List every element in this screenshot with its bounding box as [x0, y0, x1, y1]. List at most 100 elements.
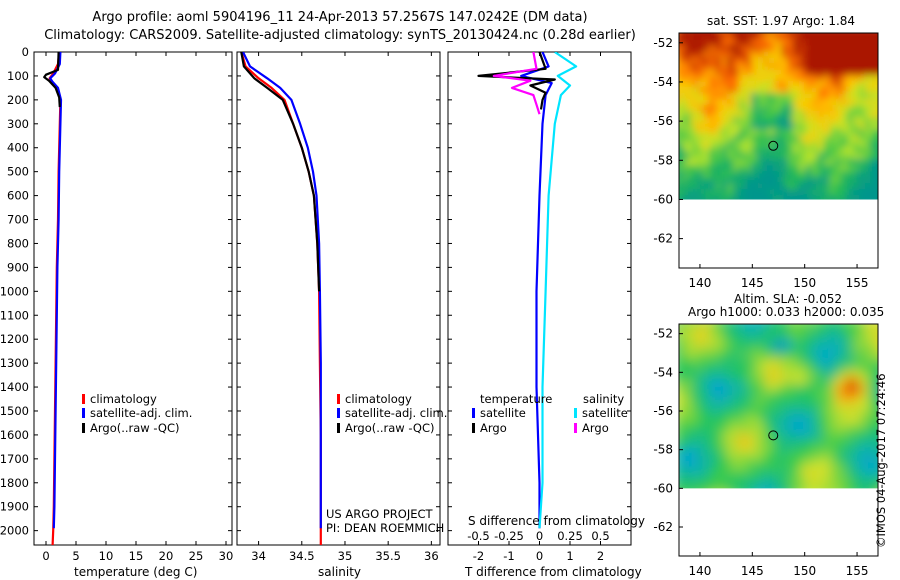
- sst-heatmap-cell: [799, 99, 806, 106]
- sst-heatmap-cell: [709, 129, 716, 136]
- sst-heatmap-cell: [739, 195, 746, 200]
- sla-heatmap-cell: [865, 384, 872, 391]
- sst-heatmap-cell: [769, 105, 776, 112]
- sst-heatmap-cell: [811, 147, 818, 154]
- sla-heatmap-cell: [727, 486, 734, 489]
- sla-heatmap-cell: [775, 456, 782, 463]
- sst-heatmap-cell: [733, 135, 740, 142]
- sla-heatmap-cell: [859, 414, 866, 421]
- sst-heatmap-cell: [817, 141, 824, 148]
- sla-heatmap-cell: [757, 492, 764, 499]
- sla-heatmap-cell: [691, 420, 698, 427]
- sla-heatmap-cell: [697, 468, 704, 475]
- sst-heatmap-cell: [835, 99, 842, 106]
- sla-heatmap-cell: [853, 480, 860, 487]
- sla-heatmap-cell: [811, 432, 818, 439]
- sla-heatmap-cell: [805, 408, 812, 415]
- sla-heatmap-cell: [715, 402, 722, 409]
- sst-heatmap-cell: [685, 105, 692, 112]
- sst-heatmap-cell: [835, 69, 842, 76]
- sal-plot-frame: [236, 51, 441, 546]
- sla-heatmap-cell: [829, 468, 836, 475]
- sst-heatmap-cell: [793, 201, 800, 208]
- sla-heatmap-cell: [697, 492, 704, 499]
- sla-heatmap-cell: [685, 342, 692, 349]
- sst-heatmap-cell: [691, 63, 698, 70]
- sst-heatmap-cell: [685, 159, 692, 166]
- sst-heatmap-cell: [841, 45, 848, 52]
- sla-heatmap-cell: [679, 492, 686, 499]
- sst-heatmap-cell: [799, 33, 806, 40]
- sst-heatmap-cell: [811, 51, 818, 58]
- sla-heatmap-cell: [697, 372, 704, 379]
- sst-heatmap-cell: [847, 57, 854, 64]
- temp-xtick-label: 10: [99, 549, 114, 563]
- sst-heatmap-cell: [697, 57, 704, 64]
- sst-heatmap-cell: [811, 195, 818, 200]
- sst-heatmap-cell: [829, 39, 836, 46]
- sla-heatmap-cell: [763, 426, 770, 433]
- sla-heatmap-cell: [727, 462, 734, 469]
- sst-heatmap-cell: [805, 189, 812, 196]
- sst-heatmap-cell: [721, 147, 728, 154]
- sla-heatmap-cell: [853, 390, 860, 397]
- sla-heatmap-cell: [763, 354, 770, 361]
- sst-heatmap-cell: [715, 87, 722, 94]
- sst-heatmap-cell: [733, 33, 740, 40]
- sla-heatmap-cell: [691, 330, 698, 337]
- sst-heatmap-cell: [865, 141, 872, 148]
- sla-heatmap-cell: [799, 366, 806, 373]
- sst-heatmap-cell: [697, 63, 704, 70]
- sla-heatmap-cell: [721, 324, 728, 331]
- sla-heatmap-cell: [745, 342, 752, 349]
- sst-heatmap-cell: [847, 147, 854, 154]
- sla-heatmap-cell: [709, 402, 716, 409]
- sst-heatmap-cell: [787, 117, 794, 124]
- sst-heatmap-cell: [727, 51, 734, 58]
- sst-heatmap-cell: [793, 81, 800, 88]
- sst-heatmap-cell: [859, 87, 866, 94]
- sla-heatmap-cell: [697, 390, 704, 397]
- sla-heatmap-cell: [691, 390, 698, 397]
- sla-heatmap-cell: [781, 366, 788, 373]
- sst-heatmap-cell: [745, 33, 752, 40]
- sla-heatmap-cell: [811, 462, 818, 469]
- sst-heatmap-cell: [757, 39, 764, 46]
- sst-heatmap-cell: [733, 195, 740, 200]
- sla-heatmap-cell: [799, 468, 806, 475]
- sla-heatmap-cell: [739, 468, 746, 475]
- sst-heatmap-cell: [871, 159, 878, 166]
- sst-heatmap-cell: [679, 45, 686, 52]
- sla-heatmap-cell: [739, 342, 746, 349]
- sla-heatmap-cell: [853, 324, 860, 331]
- sst-heatmap-cell: [811, 99, 818, 106]
- sla-heatmap-cell: [739, 402, 746, 409]
- sst-heatmap-cell: [775, 123, 782, 130]
- sla-heatmap-cell: [847, 456, 854, 463]
- sst-heatmap-cell: [775, 63, 782, 70]
- sst-heatmap-cell: [835, 51, 842, 58]
- sla-heatmap-cell: [781, 360, 788, 367]
- sst-heatmap-cell: [859, 189, 866, 196]
- sla-heatmap-cell: [865, 480, 872, 487]
- sst-heatmap-cell: [751, 123, 758, 130]
- sla-heatmap-cell: [859, 366, 866, 373]
- sla-heatmap-cell: [865, 432, 872, 439]
- sla-heatmap-cell: [805, 450, 812, 457]
- sst-heatmap-cell: [745, 171, 752, 178]
- sst-heatmap-cell: [691, 51, 698, 58]
- sst-heatmap-cell: [811, 117, 818, 124]
- sla-heatmap-cell: [817, 492, 824, 499]
- sla-heatmap-cell: [817, 330, 824, 337]
- sst-heatmap-cell: [757, 45, 764, 52]
- sst-heatmap-cell: [805, 147, 812, 154]
- sst-heatmap-cell: [709, 45, 716, 52]
- sla-heatmap-cell: [823, 372, 830, 379]
- sst-heatmap-cell: [847, 51, 854, 58]
- sst-heatmap-cell: [829, 141, 836, 148]
- sst-heatmap-cell: [817, 123, 824, 130]
- sla-heatmap-cell: [751, 420, 758, 427]
- temp-legend-climatology: climatology: [82, 392, 157, 406]
- sla-heatmap-cell: [811, 372, 818, 379]
- sla-heatmap-cell: [709, 384, 716, 391]
